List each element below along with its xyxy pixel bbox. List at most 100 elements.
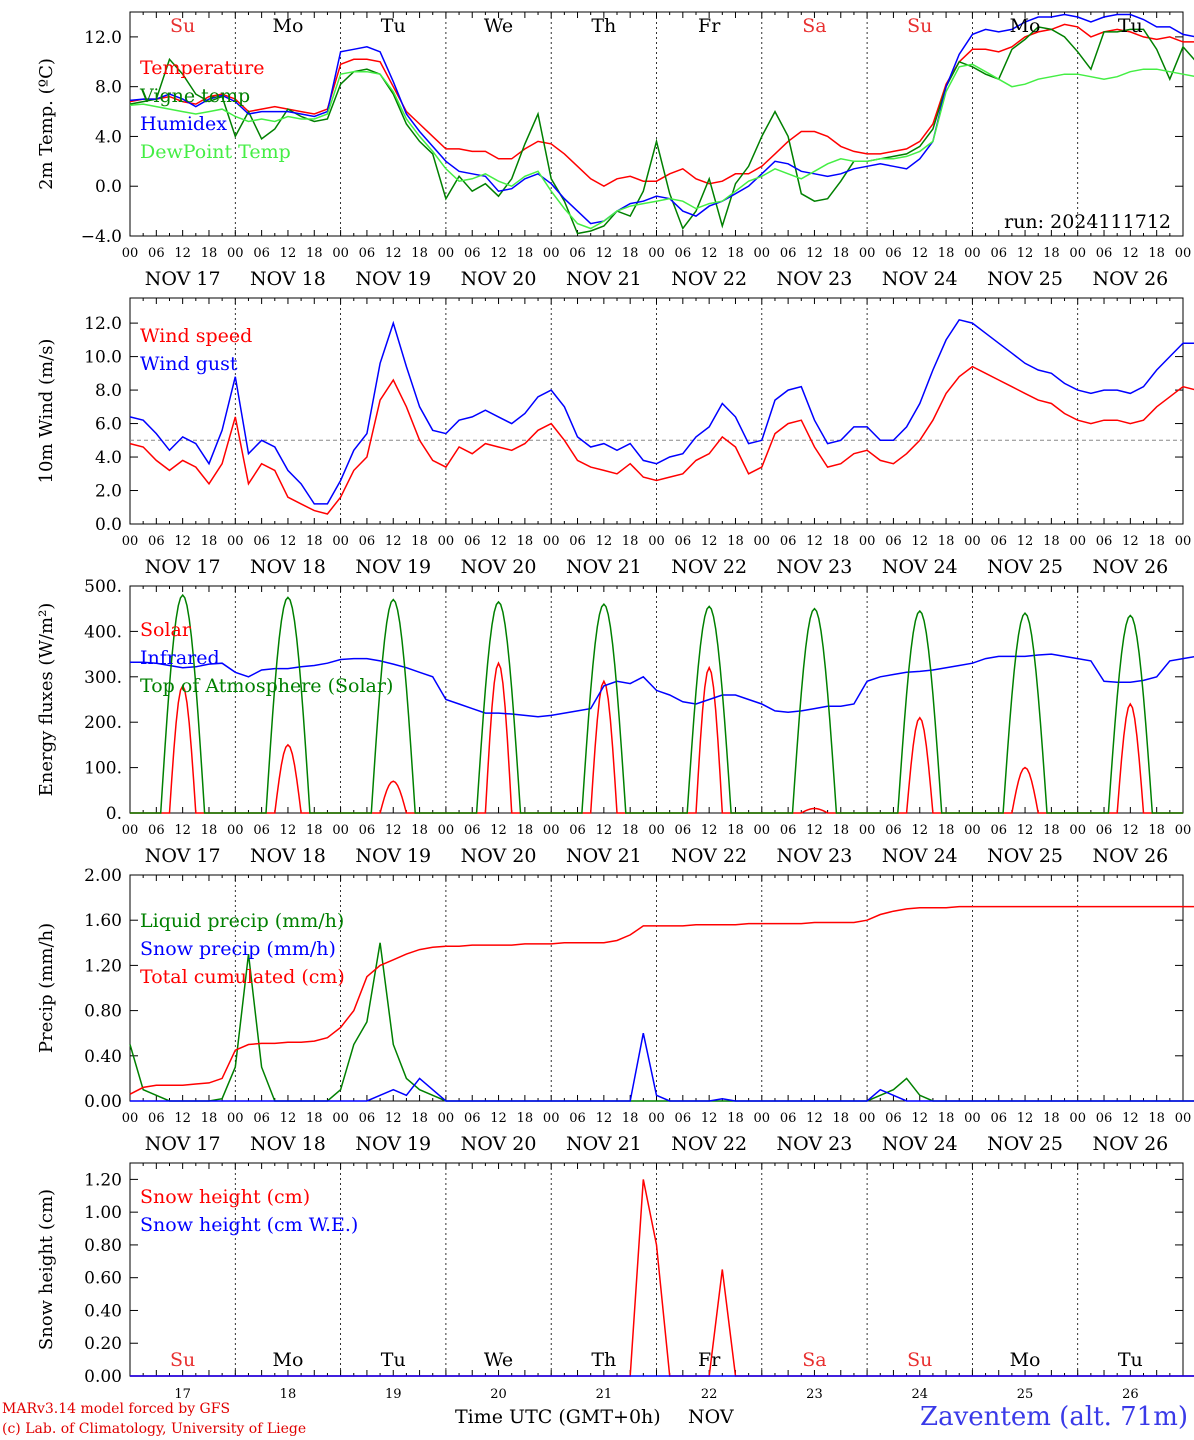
hour-tick-label: 06 [569,1111,586,1126]
hour-tick-label: 00 [227,246,244,261]
y-tick-label: 0.0 [95,177,122,197]
date-label: NOV 20 [461,1133,537,1155]
date-label: NOV 18 [250,268,326,290]
y-tick-label: 6.0 [95,415,122,435]
date-label: NOV 26 [1092,556,1168,578]
hour-tick-label: 12 [490,246,507,261]
y-tick-label: 400. [84,622,122,642]
hour-tick-label: 12 [280,246,297,261]
hour-tick-label: 18 [1148,1111,1165,1126]
hour-tick-label: 12 [911,823,928,838]
hour-tick-label: 00 [1175,534,1192,549]
hour-tick-label: 00 [332,534,349,549]
hour-tick-label: 12 [596,1111,613,1126]
hour-tick-label: 12 [806,246,823,261]
date-label: NOV 21 [566,845,642,867]
hour-tick-label: 00 [227,534,244,549]
panel-frame [129,874,1184,1102]
hour-tick-label: 00 [754,1111,771,1126]
weekday-label: Th [591,15,616,37]
hour-tick-label: 00 [122,823,139,838]
hour-tick-label: 12 [385,246,402,261]
legend-vigne-temp: Vigne temp [139,85,250,107]
legend-snow-precip-mm-h: Snow precip (mm/h) [140,938,336,960]
series-wind-speed [129,365,1194,515]
date-label: NOV 17 [145,556,221,578]
hour-tick-label: 18 [201,1111,218,1126]
hour-tick-label: 06 [464,246,481,261]
hour-tick-label: 00 [543,534,560,549]
hour-tick-label: 00 [648,246,665,261]
hour-tick-label: 06 [780,1111,797,1126]
hour-tick-label: 06 [464,1111,481,1126]
legend-snow-height-cm-w-e: Snow height (cm W.E.) [140,1214,358,1236]
series-snow-height-cm [130,1179,1194,1377]
hour-tick-label: 18 [938,823,955,838]
date-label: NOV 25 [987,268,1063,290]
date-label: NOV 23 [777,845,853,867]
hour-tick-label: 06 [990,823,1007,838]
hour-tick-label: 12 [1122,246,1139,261]
y-tick-label: 1.00 [84,1203,122,1223]
y-tick-label: 200. [84,713,122,733]
hour-tick-label: 06 [253,1111,270,1126]
hour-tick-label: 00 [122,246,139,261]
hour-tick-label: 00 [859,823,876,838]
hour-tick-label: 12 [911,246,928,261]
legend-solar: Solar [140,619,192,641]
hour-tick-label: 18 [833,534,850,549]
y-tick-label: 0.20 [84,1334,122,1354]
run-label: run: 2024111712 [1004,211,1171,233]
date-label: NOV 26 [1092,1133,1168,1155]
hour-tick-label: 00 [122,534,139,549]
date-label: NOV 21 [566,556,642,578]
weekday-label: Tu [1118,15,1143,37]
y-tick-label: 4.0 [95,127,122,147]
hour-tick-label: 12 [701,823,718,838]
y-tick-label: 12.0 [84,314,122,334]
series-dewpoint-temp [129,63,1194,230]
hour-tick-label: 18 [938,246,955,261]
station-title: Zaventem (alt. 71m) [920,1402,1188,1432]
hour-tick-label: 00 [438,823,455,838]
legend-dewpoint-temp: DewPoint Temp [140,141,291,163]
hour-tick-label: 06 [885,534,902,549]
hour-tick-label: 06 [464,823,481,838]
hour-tick-label: 18 [833,246,850,261]
date-label: NOV 19 [355,845,431,867]
hour-tick-label: 12 [174,1111,191,1126]
y-tick-label: 1.20 [84,1170,122,1190]
series-total-cumulated-cm [129,905,1194,1095]
legend-infrared: Infrared [140,647,220,669]
hour-tick-label: 18 [938,1111,955,1126]
weekday-label: Mo [272,1349,303,1371]
hour-tick-label: 00 [754,246,771,261]
hour-tick-label: 18 [622,246,639,261]
hour-tick-label: 18 [1148,823,1165,838]
hour-tick-label: 18 [1043,246,1060,261]
weekday-label: Su [907,15,932,37]
hour-tick-label: 06 [780,246,797,261]
hour-tick-label: 00 [1069,534,1086,549]
hour-tick-label: 18 [201,246,218,261]
weekday-label: Su [907,1349,932,1371]
hour-tick-label: 12 [911,1111,928,1126]
y-tick-label: 0.00 [84,1092,122,1112]
series-wind-gust [129,318,1194,505]
hour-tick-label: 06 [885,1111,902,1126]
y-axis-label: Energy fluxes (W/m²) [36,603,57,797]
hour-tick-label: 12 [1122,534,1139,549]
hour-tick-label: 00 [332,1111,349,1126]
credit-line-2: (c) Lab. of Climatology, University of L… [2,1421,307,1437]
y-axis-label: 10m Wind (m/s) [36,339,57,484]
hour-tick-label: 00 [1175,246,1192,261]
date-label: NOV 17 [145,268,221,290]
hour-tick-label: 00 [1069,823,1086,838]
hour-tick-label: 06 [253,246,270,261]
hour-tick-label: 06 [359,246,376,261]
hour-tick-label: 12 [280,534,297,549]
hour-tick-label: 12 [280,823,297,838]
y-tick-label: 8.0 [95,78,122,98]
hour-tick-label: 00 [648,1111,665,1126]
hour-tick-label: 18 [622,1111,639,1126]
